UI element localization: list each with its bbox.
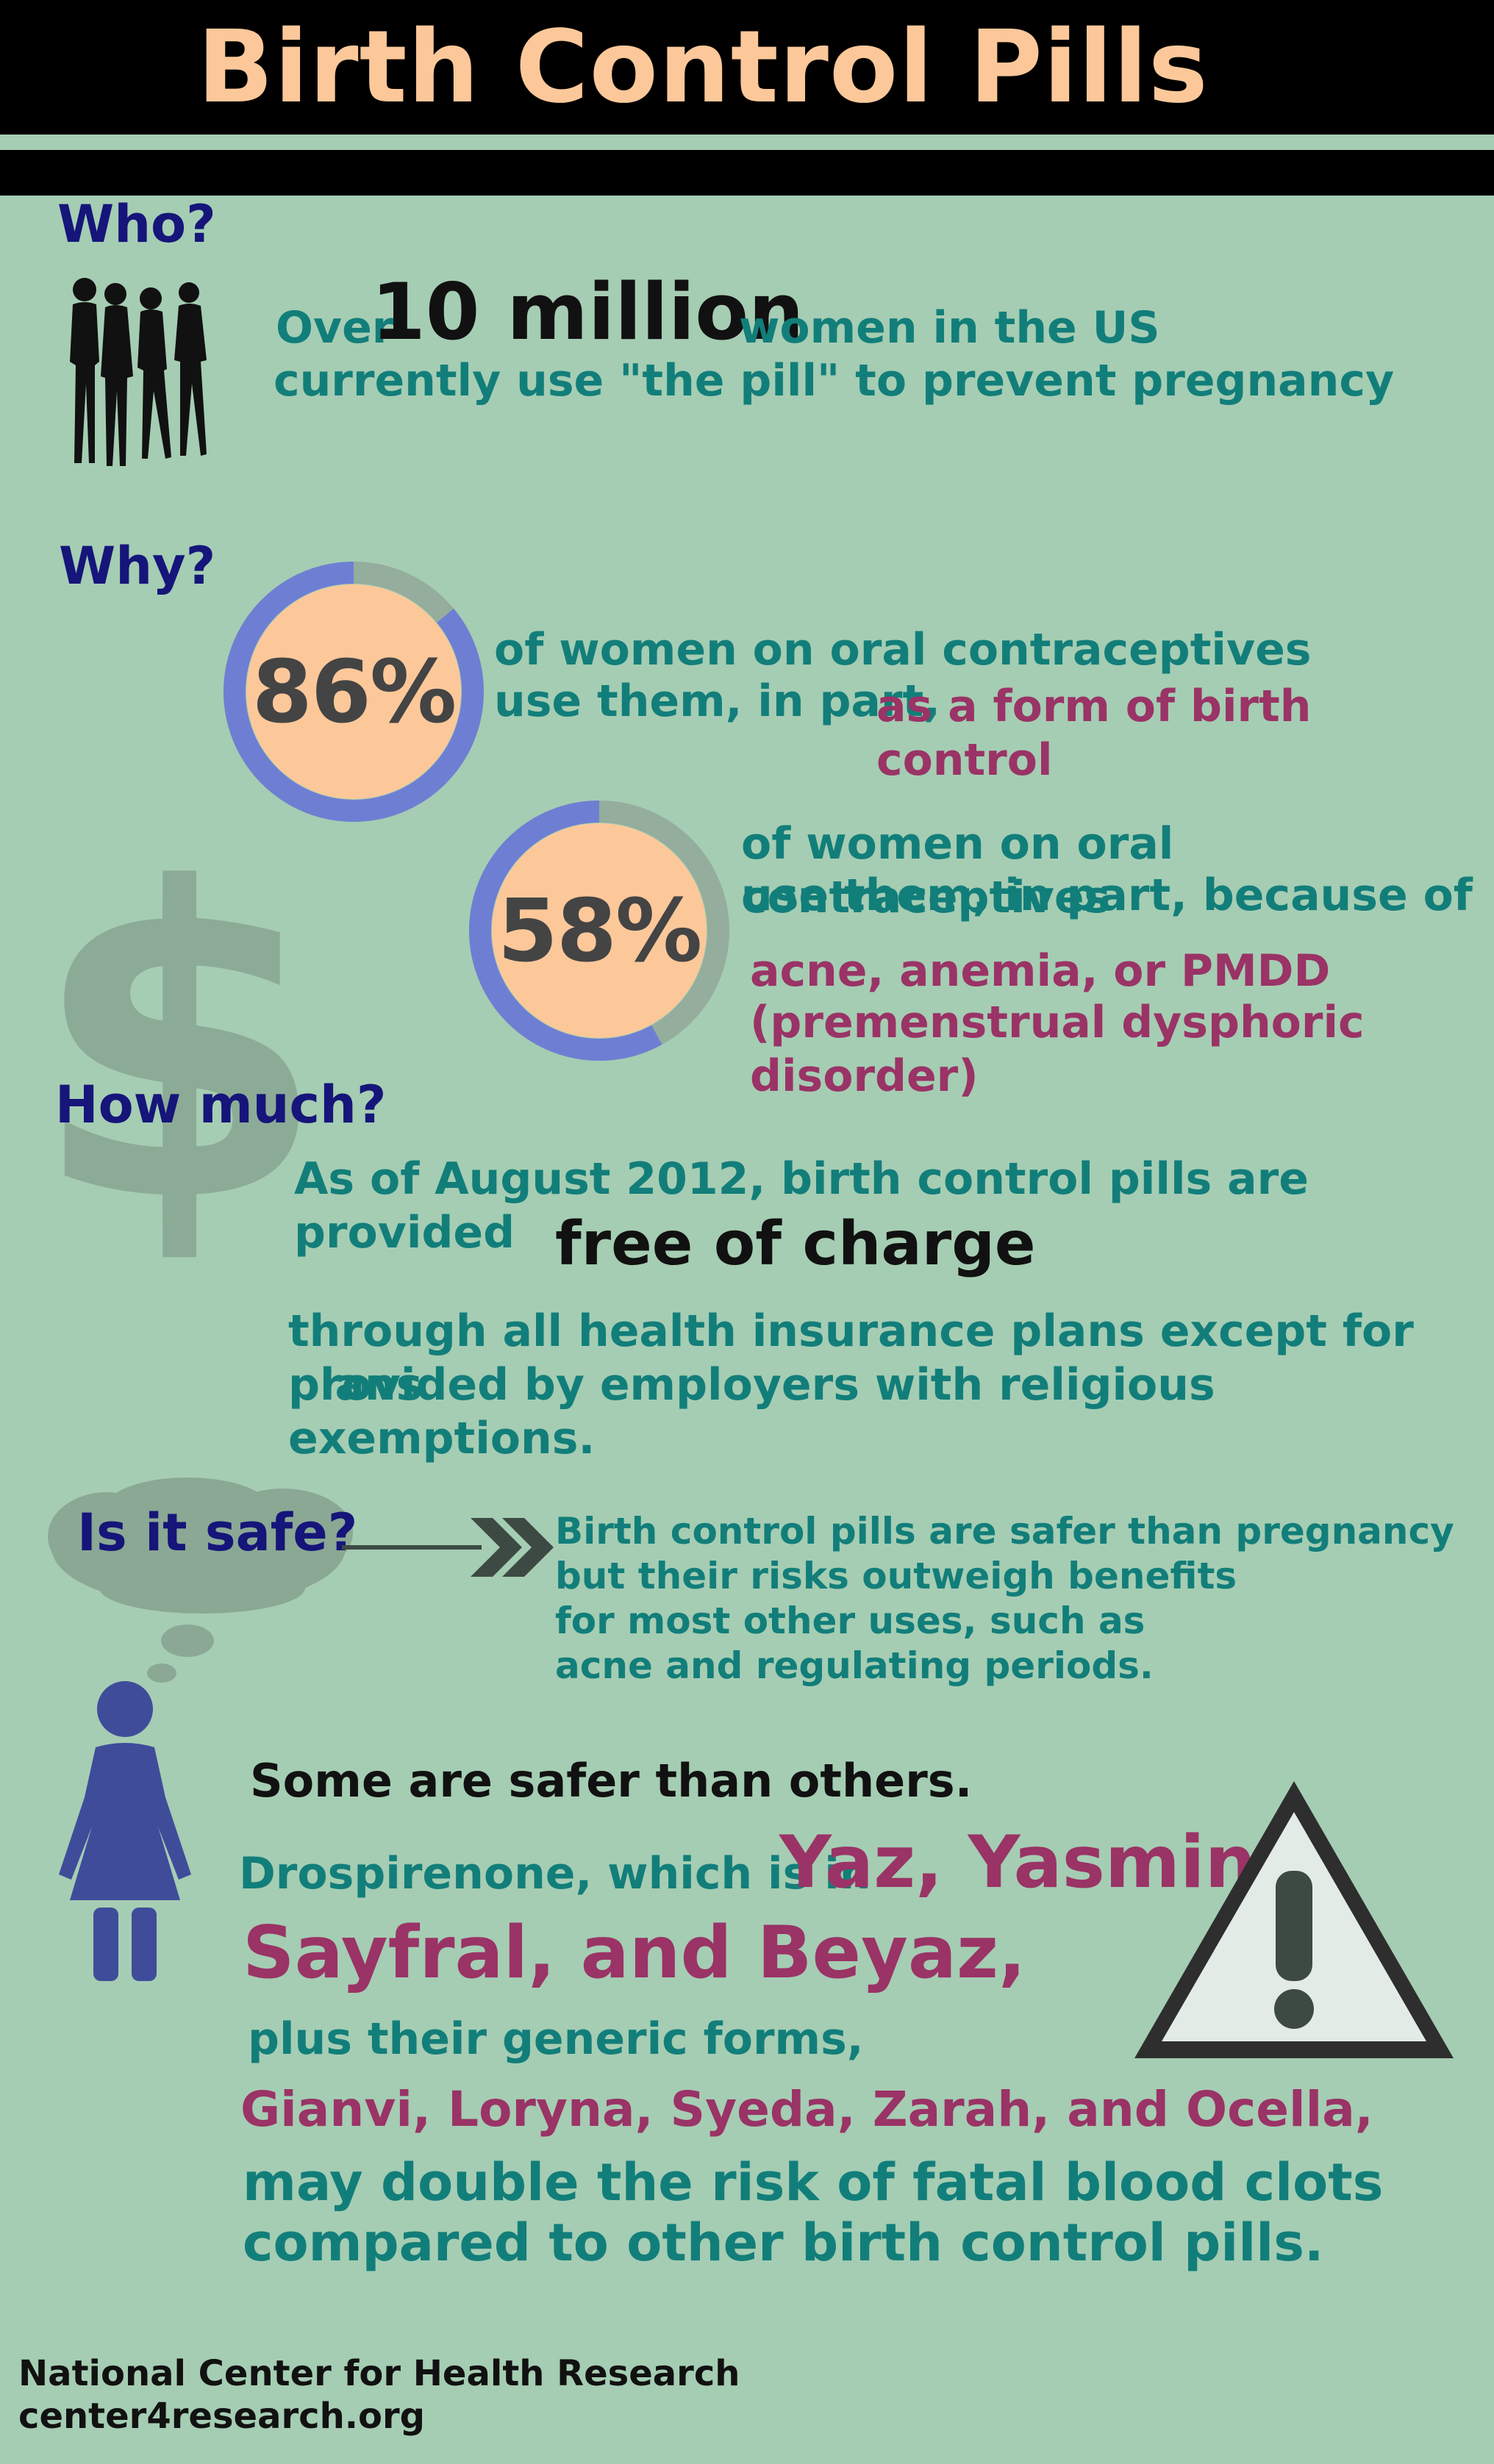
who-line2: currently use "the pill" to prevent preg…: [274, 355, 1395, 407]
why-heading: Why?: [59, 536, 216, 596]
woman-icon: [59, 1681, 191, 1981]
donut-58-center: [492, 823, 707, 1038]
safe-line-4: acne and regulating periods.: [555, 1644, 1154, 1687]
who-line1: women in the US: [739, 302, 1160, 354]
thought-cloud-icon: [48, 1478, 353, 1683]
brands-line2: Sayfral, and Beyaz,: [243, 1911, 1026, 1995]
safe-heading: Is it safe?: [77, 1503, 358, 1563]
dollar-icon: $: [31, 799, 328, 1295]
safe-text: Birth control pills are safer than pregn…: [555, 1509, 1454, 1688]
warning-icon: [1134, 1781, 1454, 2058]
risk-line1: may double the risk of fatal blood clots: [243, 2152, 1384, 2213]
stat2-line2: use them, in part, because of: [741, 870, 1473, 921]
stat1-line1: of women on oral contraceptives: [494, 624, 1312, 676]
footer: National Center for Health Research cent…: [18, 2352, 740, 2438]
drosp-prefix: Drospirenone, which is in: [239, 1848, 871, 1899]
women-silhouettes-icon: [70, 278, 207, 466]
page-title: Birth Control Pills: [197, 9, 1209, 126]
donut-86-label: 86%: [251, 641, 457, 742]
brands-line1: Yaz, Yasmin,: [779, 1821, 1284, 1905]
donut-58: 58%: [466, 798, 732, 1064]
who-over: Over: [276, 302, 394, 354]
free-of-charge: free of charge: [555, 1209, 1036, 1279]
footer-org: National Center for Health Research: [18, 2353, 740, 2394]
generics: Gianvi, Loryna, Syeda, Zarah, and Ocella…: [240, 2081, 1373, 2138]
who-big-number: 10 million: [371, 267, 804, 357]
stat2-line1: of women on oral contraceptives: [741, 818, 1174, 924]
generic-intro: plus their generic forms,: [248, 2013, 864, 2065]
safe-line-3: for most other uses, such as: [555, 1600, 1145, 1642]
some-safer: Some are safer than others.: [250, 1754, 973, 1808]
safe-line-2: but their risks outweigh benefits: [555, 1555, 1237, 1597]
stat1-line2: use them, in part,: [494, 676, 940, 727]
who-heading: Who?: [57, 194, 216, 254]
safe-line-1: Birth control pills are safer than pregn…: [555, 1510, 1454, 1552]
donut-86-ring: [224, 562, 484, 822]
how-much-heading: How much?: [55, 1075, 387, 1135]
footer-link[interactable]: center4research.org: [18, 2396, 426, 2437]
stat2-highlight2: (premenstrual dysphoric disorder): [750, 997, 1365, 1103]
how-much-line2: through all health insurance plans excep…: [288, 1306, 1414, 1411]
how-much-line3: provided by employers with religious exe…: [288, 1359, 1215, 1465]
double-chevron-icon: [342, 1518, 554, 1577]
stat1-highlight: as a form of birth control: [876, 681, 1312, 787]
title-bar: Birth Control Pills: [0, 0, 1494, 135]
stat2-highlight1: acne, anemia, or PMDD: [750, 945, 1331, 997]
donut-86-center: [246, 584, 461, 799]
how-much-line1: As of August 2012, birth control pills a…: [294, 1153, 1309, 1259]
donut-58-ring: [469, 801, 729, 1061]
risk-line2: compared to other birth control pills.: [243, 2213, 1324, 2273]
header-divider: [0, 150, 1494, 196]
donut-58-label: 58%: [497, 880, 702, 981]
donut-86: 86%: [221, 559, 487, 825]
